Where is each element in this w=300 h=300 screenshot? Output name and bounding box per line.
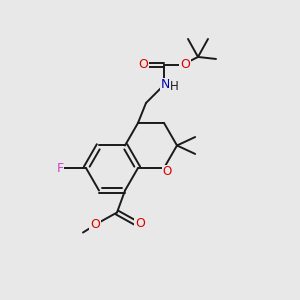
Text: H: H	[169, 80, 178, 94]
Text: N: N	[160, 79, 170, 92]
Text: O: O	[180, 58, 190, 71]
Text: O: O	[138, 58, 148, 71]
Text: O: O	[135, 217, 145, 230]
Text: F: F	[56, 161, 64, 175]
Text: O: O	[162, 166, 172, 178]
Text: O: O	[90, 218, 100, 231]
